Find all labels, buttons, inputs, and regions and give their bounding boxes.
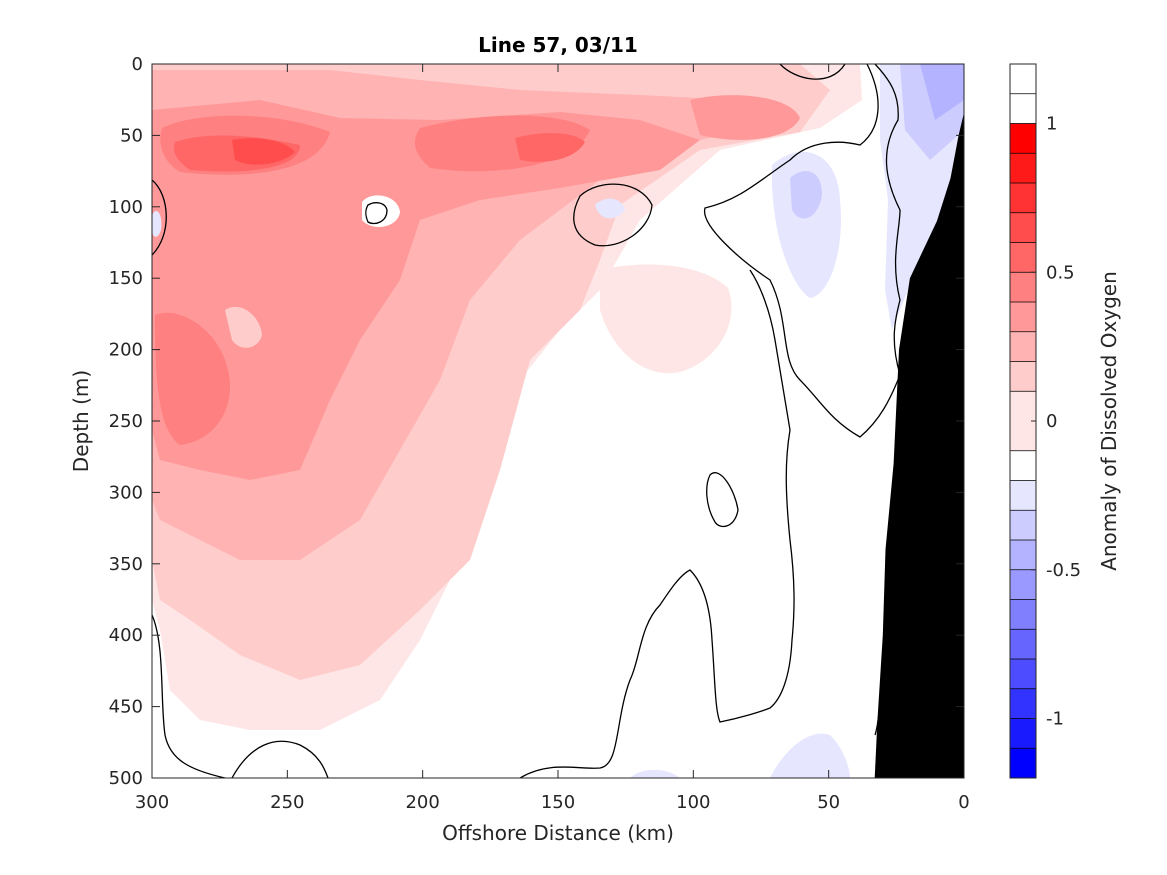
- x-tick-label: 50: [817, 792, 840, 813]
- x-tick-label: 150: [541, 792, 575, 813]
- colorbar-tick-label: 1: [1046, 114, 1057, 135]
- zero-contour-line: [573, 183, 653, 247]
- positive-anomaly-region: [152, 100, 700, 480]
- zero-contour-line: [519, 269, 795, 778]
- colorbar-segment: [1010, 480, 1036, 511]
- negative-anomaly-region: [152, 210, 162, 237]
- anomaly-fields: [152, 64, 964, 778]
- zero-contour-line: [152, 614, 226, 778]
- colorbar-segment: [1010, 212, 1036, 243]
- bathymetry-mask: [874, 64, 964, 778]
- colorbar-segment: [1010, 302, 1036, 332]
- colorbar-segment: [1010, 569, 1036, 600]
- x-axis: 300 250 200 150 100 50 0: [135, 64, 970, 813]
- negative-anomaly-region: [920, 64, 964, 120]
- positive-anomaly-region: [225, 306, 262, 348]
- positive-anomaly-region: [600, 264, 732, 374]
- colorbar-tick-label: 0: [1046, 411, 1057, 432]
- y-tick-label: 450: [109, 697, 143, 718]
- negative-anomaly-region: [595, 198, 625, 219]
- positive-anomaly-region: [232, 138, 295, 165]
- zero-contour-line: [231, 740, 329, 778]
- colorbar-segment: [1010, 599, 1036, 630]
- negative-anomaly-region: [770, 733, 850, 778]
- colorbar-segment: [1010, 272, 1036, 302]
- colorbar-segment: [1010, 183, 1036, 213]
- y-axis: 0 50 100 150 200 250 300 350 400 450 500: [109, 54, 964, 789]
- colorbar-segment: [1010, 153, 1036, 183]
- colorbar-segment: [1010, 718, 1036, 749]
- negative-anomaly-region: [771, 151, 841, 298]
- x-axis-label: Offshore Distance (km): [442, 821, 674, 845]
- colorbar-segment: [1010, 510, 1036, 540]
- colorbar-segment: [1010, 450, 1036, 481]
- y-tick-label: 500: [109, 768, 143, 789]
- y-tick-label: 50: [120, 125, 143, 146]
- colorbar-tick-label: -1: [1046, 709, 1064, 730]
- negative-anomaly-region: [630, 769, 680, 778]
- positive-anomaly-region: [690, 95, 800, 140]
- colorbar-segment: [1010, 242, 1036, 273]
- y-tick-label: 150: [109, 268, 143, 289]
- plot-area: [152, 64, 964, 778]
- colorbar-segment: [1010, 748, 1036, 778]
- x-tick-label: 200: [405, 792, 439, 813]
- y-tick-label: 250: [109, 411, 143, 432]
- negative-anomaly-region: [790, 171, 822, 219]
- y-tick-label: 300: [109, 482, 143, 503]
- colorbar-segment: [1010, 659, 1036, 689]
- positive-anomaly-region: [515, 133, 585, 162]
- y-tick-label: 0: [132, 54, 143, 75]
- zero-contour-line: [779, 64, 846, 80]
- zero-contour-line: [704, 64, 901, 438]
- colorbar-segment: [1010, 331, 1036, 362]
- colorbar-tick-label: 0.5: [1046, 262, 1075, 283]
- colorbar: 1 0.5 0 -0.5 -1: [1009, 63, 1081, 779]
- colorbar-tick-label: -0.5: [1046, 560, 1081, 581]
- colorbar-segment: [1010, 540, 1036, 570]
- colorbar-segment: [1010, 629, 1036, 659]
- x-tick-label: 100: [676, 792, 710, 813]
- chart-title: Line 57, 03/11: [478, 33, 638, 57]
- colorbar-segment: [1010, 688, 1036, 719]
- y-tick-label: 400: [109, 625, 143, 646]
- y-tick-label: 350: [109, 554, 143, 575]
- x-tick-label: 300: [135, 792, 169, 813]
- y-axis-label: Depth (m): [69, 370, 93, 472]
- y-tick-label: 100: [109, 197, 143, 218]
- colorbar-label: Anomaly of Dissolved Oxygen: [1097, 271, 1121, 571]
- zero-contour-line: [152, 179, 167, 256]
- positive-anomaly-region: [155, 312, 230, 445]
- zero-contour-line: [706, 472, 739, 528]
- colorbar-segment: [1010, 361, 1036, 392]
- x-tick-label: 0: [958, 792, 969, 813]
- y-tick-label: 200: [109, 340, 143, 361]
- colorbar-segment: [1010, 123, 1036, 154]
- x-tick-label: 250: [270, 792, 304, 813]
- zero-contour-line: [365, 202, 388, 225]
